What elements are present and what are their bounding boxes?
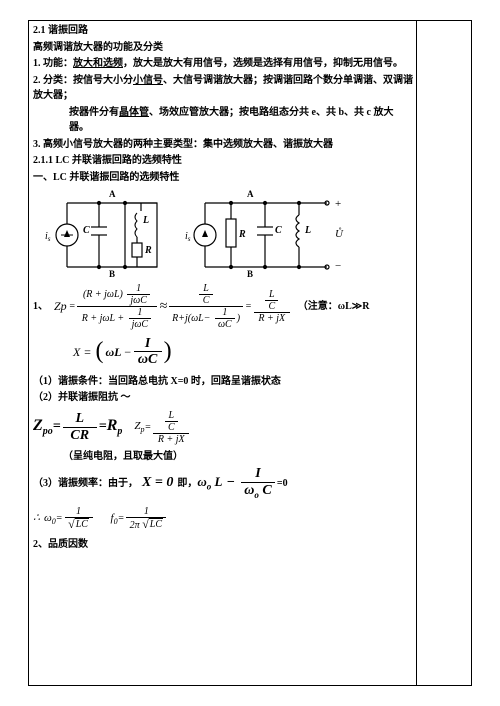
margin-rule	[416, 21, 417, 685]
svg-text:B: B	[109, 269, 115, 279]
frac-3: L C R + jX	[254, 289, 290, 324]
approx1: ≈	[159, 296, 167, 318]
item-1-underline: 放大和选频	[73, 58, 123, 69]
eq1-note: （注意：ωL≫R	[298, 299, 370, 315]
frac-zpo: L CR	[63, 411, 97, 443]
item-1: 1. 功能：放大和选频，放大是放大有用信号，选频是选择有用信号，抑制无用信号。	[33, 56, 413, 72]
eq-sign2: =	[245, 299, 252, 315]
frac-x: I ωC	[134, 336, 162, 368]
page-frame: 2.1 谐振回路 高频调谐放大器的功能及分类 1. 功能：放大和选频，放大是放大…	[28, 20, 472, 686]
cond-2: （2）并联谐振阻抗 ～	[33, 390, 413, 406]
item-2b: 按器件分有晶体管、场效应管放大器；按电路组态分共 e、共 b、共 c 放大器。	[33, 105, 413, 136]
frac-1: (R + jωL) 1 jωC R + jωL + 1 jωC	[77, 283, 157, 330]
svg-text:+: +	[335, 198, 341, 210]
item-2: 2. 分类：按信号大小分小信号、大信号调谐放大器；按调谐回路个数分单调谐、双调谐…	[33, 73, 413, 104]
svg-text:−: −	[335, 260, 341, 272]
svg-text:A: A	[247, 189, 254, 199]
frac-2: L C R+j(ωL− 1 ωC )	[169, 283, 243, 330]
content-area: 2.1 谐振回路 高频调谐放大器的功能及分类 1. 功能：放大和选频，放大是放大…	[33, 23, 413, 554]
svg-text:Ů: Ů	[335, 227, 344, 240]
frac-w0: 1 √LC	[65, 506, 93, 531]
x-eq: X =	[73, 343, 91, 362]
pure-note: （呈纯电阻，且取最大值）	[33, 449, 413, 465]
q-factor: 2、品质因数	[33, 537, 413, 553]
frac-zp2: L C R + jX	[153, 410, 189, 445]
cond-1: （1）谐振条件：当回路总电抗 X=0 时，回路呈谐振状态	[33, 374, 413, 390]
heading-2-1-1: 2.1.1 LC 并联谐振回路的选频特性	[33, 153, 413, 169]
item-1-prefix: 1. 功能：	[33, 58, 73, 69]
svg-text:R: R	[144, 245, 152, 256]
svg-text:A: A	[109, 189, 116, 199]
heading-func: 高频调谐放大器的功能及分类	[33, 40, 413, 56]
item-2-underline: 小信号	[133, 75, 163, 86]
svg-text:C: C	[275, 225, 282, 236]
svg-text:L: L	[142, 215, 149, 226]
equation-1: 1、 Zp = (R + jωL) 1 jωC R + jωL + 1	[33, 283, 413, 330]
svg-text:B: B	[247, 269, 253, 279]
omegaL: ωL	[105, 343, 121, 362]
page: 2.1 谐振回路 高频调谐放大器的功能及分类 1. 功能：放大和选频，放大是放大…	[0, 0, 500, 706]
item-2b-prefix: 按器件分有	[69, 107, 119, 118]
frac-cond3: I ωo C	[241, 466, 275, 500]
equation-omega0: ∴ ω0 = 1 √LC f0 = 1	[33, 506, 413, 531]
heading-2-1: 2.1 谐振回路	[33, 23, 413, 39]
item-2b-underline: 晶体管	[119, 107, 149, 118]
equation-x: X = ( ωL − I ωC )	[73, 336, 413, 368]
svg-text:R: R	[238, 229, 246, 240]
svg-text:C: C	[83, 225, 90, 236]
item-1-rest: ，放大是放大有用信号，选频是选择有用信号，抑制无用信号。	[123, 58, 403, 69]
svg-text:is: is	[45, 231, 51, 243]
circuit-diagrams: A is C	[37, 187, 413, 279]
item-3: 3. 高频小信号放大器的两种主要类型：集中选频放大器、谐振放大器	[33, 137, 413, 153]
heading-lc: 一、LC 并联谐振回路的选频特性	[33, 170, 413, 186]
svg-text:is: is	[185, 231, 191, 243]
eq1-label: 1、	[33, 299, 48, 315]
item-2-prefix: 2. 分类：按信号大小分	[33, 75, 133, 86]
cond-3: （3）谐振频率：由于， X = 0 即， ωo L − I ωo C =0	[33, 466, 413, 500]
eq-sign: =	[69, 299, 76, 315]
equation-zpo: Zpo = L CR = Rp Zp =	[33, 410, 413, 445]
frac-f0: 1 2π √LC	[126, 506, 166, 531]
eq1-zp: Zp	[54, 297, 67, 316]
svg-text:L: L	[304, 225, 311, 236]
